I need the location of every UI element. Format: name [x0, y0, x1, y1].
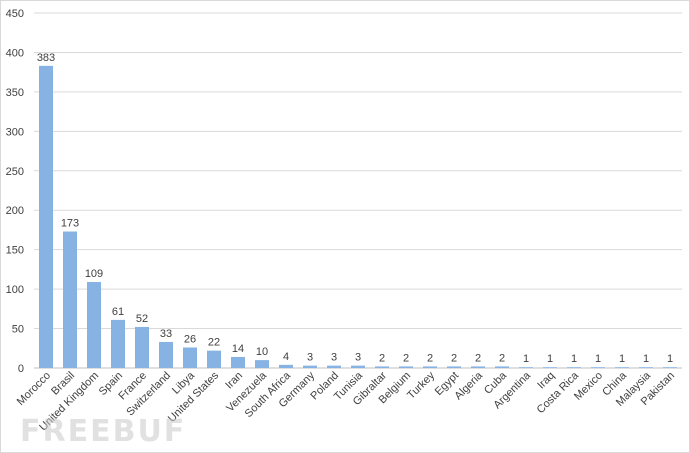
data-label: 33 [160, 328, 172, 340]
data-label: 383 [37, 52, 55, 64]
bar [255, 360, 269, 368]
y-tick-label: 100 [6, 284, 24, 296]
data-label: 26 [184, 333, 196, 345]
y-tick-label: 300 [6, 126, 24, 138]
y-tick-label: 0 [18, 363, 24, 375]
data-label: 1 [523, 353, 529, 365]
data-label: 2 [475, 352, 481, 364]
bar [423, 366, 437, 368]
bar [159, 341, 173, 368]
y-tick-label: 400 [6, 47, 24, 59]
bar [567, 367, 581, 368]
bar [543, 367, 557, 368]
bar [591, 367, 605, 368]
bar [279, 364, 293, 368]
data-label: 22 [208, 337, 220, 349]
data-label: 2 [379, 352, 385, 364]
data-label: 52 [136, 313, 148, 325]
data-label: 1 [547, 353, 553, 365]
bar [63, 231, 77, 368]
y-tick-label: 450 [6, 8, 24, 20]
bar [615, 367, 629, 368]
y-tick-label: 150 [6, 245, 24, 257]
data-label: 10 [256, 346, 268, 358]
data-label: 2 [403, 352, 409, 364]
bar [87, 282, 101, 368]
y-tick-label: 350 [6, 87, 24, 99]
bar [111, 319, 125, 368]
bar [639, 367, 653, 368]
bar [471, 366, 485, 368]
data-label: 3 [307, 352, 313, 364]
y-tick-label: 200 [6, 205, 24, 217]
data-label: 1 [595, 353, 601, 365]
bar [183, 347, 197, 368]
y-tick-label: 250 [6, 166, 24, 178]
bar [447, 366, 461, 368]
data-label: 14 [232, 343, 244, 355]
bar [39, 65, 53, 368]
data-label: 173 [61, 218, 79, 230]
bar [135, 326, 149, 368]
x-tick-label: Turkey [405, 369, 437, 401]
data-label: 1 [643, 353, 649, 365]
bar [231, 356, 245, 368]
data-label: 2 [451, 352, 457, 364]
data-label: 3 [331, 352, 337, 364]
bar [327, 365, 341, 368]
bar [207, 350, 221, 368]
x-tick-label: Algeria [452, 369, 485, 402]
bar [663, 367, 677, 368]
bar [399, 366, 413, 368]
x-tick-label: Morocco [15, 370, 53, 408]
data-label: 3 [355, 352, 361, 364]
data-label: 61 [112, 306, 124, 318]
bar [519, 367, 533, 368]
data-label: 1 [571, 353, 577, 365]
data-label: 2 [499, 352, 505, 364]
bar [495, 366, 509, 368]
bar [303, 365, 317, 368]
bar [375, 366, 389, 368]
watermark: FREEBUF [20, 414, 187, 449]
data-label: 4 [283, 351, 289, 363]
y-tick-label: 50 [12, 324, 24, 336]
data-label: 1 [619, 353, 625, 365]
data-label: 109 [85, 268, 103, 280]
data-label: 1 [667, 353, 673, 365]
data-label: 2 [427, 352, 433, 364]
bar [351, 365, 365, 368]
